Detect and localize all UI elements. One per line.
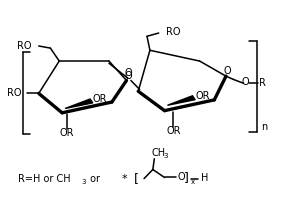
Text: O: O xyxy=(224,66,231,76)
Text: ]: ] xyxy=(183,171,188,184)
Text: 3: 3 xyxy=(164,153,168,158)
Text: 3: 3 xyxy=(81,179,86,185)
Text: or: or xyxy=(87,174,100,184)
Text: RO: RO xyxy=(6,88,21,98)
Text: R=H or CH: R=H or CH xyxy=(18,174,71,184)
Text: O: O xyxy=(124,71,132,81)
Text: RO: RO xyxy=(166,26,181,36)
Text: O: O xyxy=(124,68,132,78)
Text: R: R xyxy=(258,78,265,88)
Text: x: x xyxy=(190,179,194,185)
Text: n: n xyxy=(261,122,267,132)
Text: O: O xyxy=(178,172,185,182)
Text: OR: OR xyxy=(59,128,74,138)
Text: O: O xyxy=(241,77,249,87)
Text: H: H xyxy=(201,173,208,183)
Text: OR: OR xyxy=(166,126,181,136)
Text: CH: CH xyxy=(151,148,166,158)
Text: OR: OR xyxy=(93,94,107,104)
Polygon shape xyxy=(65,99,93,108)
Text: RO: RO xyxy=(17,41,31,51)
Text: [: [ xyxy=(134,172,139,185)
Text: *: * xyxy=(122,174,128,184)
Polygon shape xyxy=(168,96,195,105)
Text: OR: OR xyxy=(195,91,210,101)
